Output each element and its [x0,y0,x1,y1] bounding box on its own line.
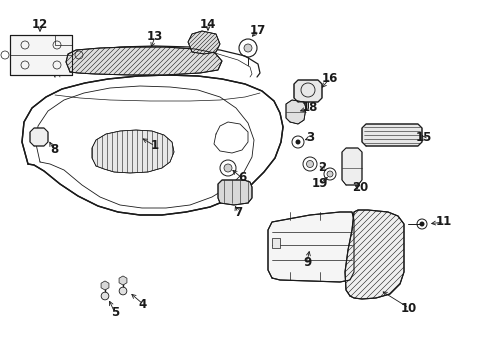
Circle shape [224,164,231,172]
Circle shape [306,161,313,167]
Text: 16: 16 [321,72,338,85]
Text: 6: 6 [237,171,245,184]
Text: 9: 9 [302,256,310,269]
Polygon shape [345,210,403,299]
Polygon shape [119,276,127,285]
Text: 15: 15 [415,131,431,144]
Circle shape [244,44,251,52]
Text: 5: 5 [111,306,119,320]
Polygon shape [187,31,220,54]
Text: 2: 2 [317,162,325,175]
Polygon shape [66,47,222,75]
Polygon shape [30,128,48,146]
Text: 1: 1 [151,139,159,153]
Text: 14: 14 [200,18,216,31]
Polygon shape [101,281,109,290]
Text: 4: 4 [139,297,147,310]
Text: 19: 19 [311,177,327,190]
Circle shape [326,171,332,177]
Polygon shape [267,212,353,282]
Text: 7: 7 [233,207,242,220]
Text: 10: 10 [400,301,416,315]
Text: 11: 11 [435,216,451,229]
Text: 18: 18 [301,102,318,114]
Polygon shape [92,130,174,173]
Polygon shape [271,238,280,248]
Text: 8: 8 [50,144,58,157]
Circle shape [119,287,126,295]
Polygon shape [285,100,305,124]
Polygon shape [341,148,361,185]
Circle shape [101,292,109,300]
Text: 3: 3 [305,131,313,144]
Polygon shape [10,35,72,75]
Polygon shape [218,180,251,205]
Polygon shape [361,124,421,146]
Text: 17: 17 [249,23,265,36]
Text: 13: 13 [146,31,163,44]
Circle shape [295,139,300,144]
Polygon shape [22,75,283,215]
Text: 12: 12 [32,18,48,31]
Circle shape [419,221,424,226]
Polygon shape [293,80,321,102]
Text: 20: 20 [351,181,367,194]
